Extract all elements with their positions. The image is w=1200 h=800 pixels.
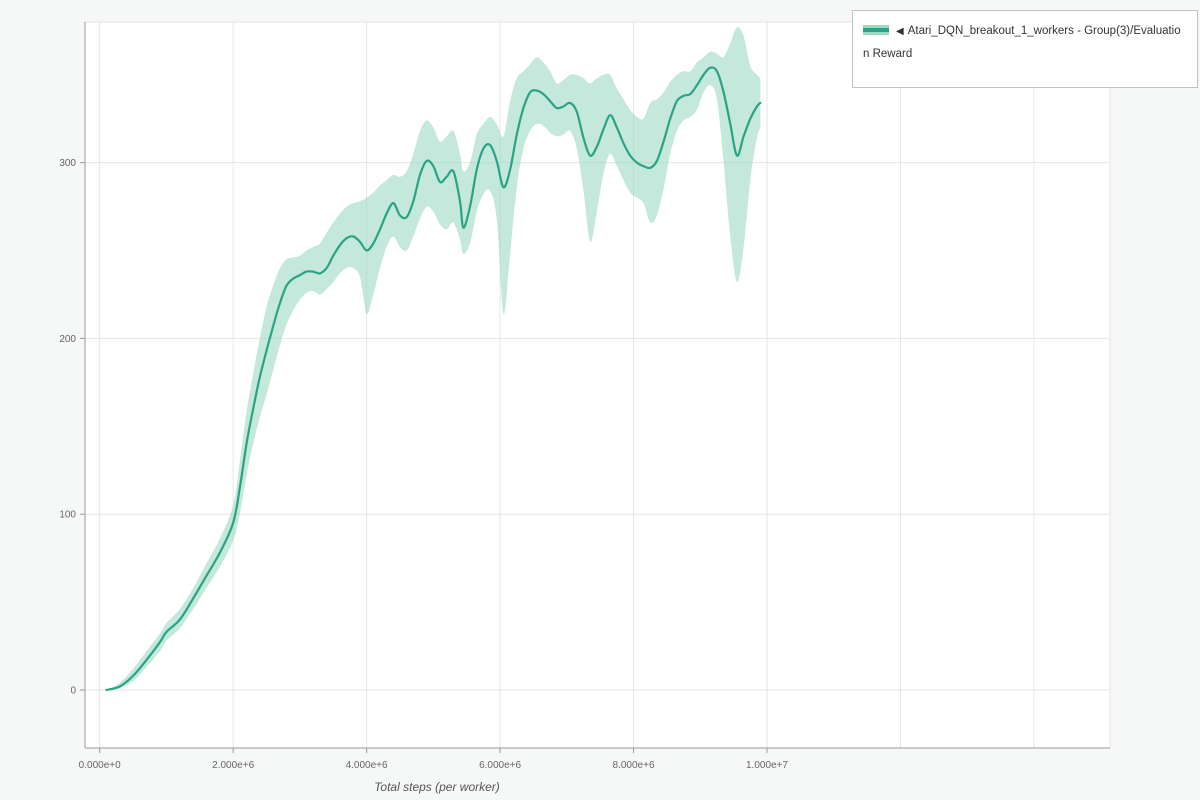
y-tick-label: 300 [59, 158, 76, 169]
collapse-triangle-icon[interactable]: ◀ [896, 26, 904, 37]
legend[interactable]: ◀ Atari_DQN_breakout_1_workers - Group(3)… [852, 10, 1198, 88]
y-tick-label: 100 [59, 510, 76, 521]
x-tick-label: 0.000e+0 [79, 760, 121, 771]
y-tick-label: 0 [70, 685, 76, 696]
legend-series-label: Atari_DQN_breakout_1_workers - Group(3)/… [863, 25, 1181, 60]
x-axis-title: Total steps (per worker) [374, 780, 500, 794]
x-tick-label: 2.000e+6 [212, 760, 254, 771]
series-line[interactable] [105, 66, 762, 692]
x-tick-label: 8.000e+6 [613, 760, 655, 771]
x-tick-label: 1.000e+7 [746, 760, 788, 771]
x-tick-label: 4.000e+6 [346, 760, 388, 771]
series-swatch-icon [863, 25, 889, 35]
confidence-band [106, 27, 761, 691]
y-tick-label: 200 [59, 334, 76, 345]
x-tick-label: 6.000e+6 [479, 760, 521, 771]
